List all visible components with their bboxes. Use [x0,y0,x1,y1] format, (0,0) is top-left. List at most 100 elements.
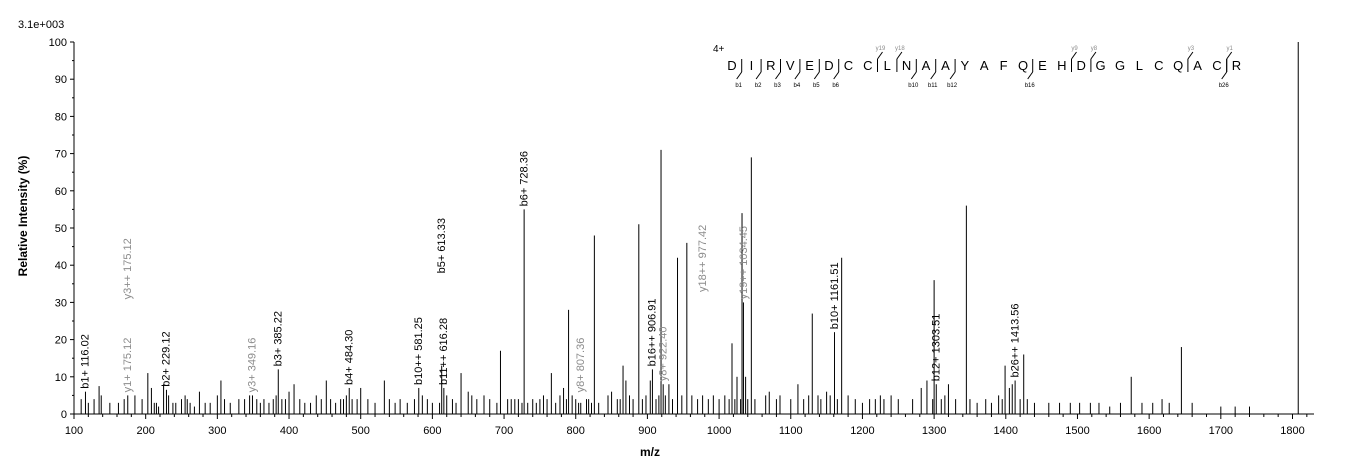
sequence-residue: V [786,58,795,73]
x-tick-label: 1200 [850,425,874,437]
y-ion-marker-tail [1071,51,1077,60]
peak-annotation: b10+ 1161.51 [829,262,841,329]
x-tick-label: 800 [567,425,585,437]
sequence-residue: D [824,58,833,73]
peak-annotation: b1+ 116.02 [80,334,92,389]
x-tick-label: 400 [280,425,298,437]
sequence-residue: E [1038,58,1047,73]
x-tick-label: 600 [423,425,441,437]
sequence-residue: C [863,58,872,73]
peak-annotation: b4+ 484.30 [344,330,356,385]
peak-annotation: y19++ 1034.45 [738,226,750,299]
sequence-residue: D [1077,58,1086,73]
y-tick-label: 20 [55,335,67,347]
sequence-residue: A [922,58,931,73]
y-tick-label: 30 [55,297,67,309]
b-ion-marker-tail [1221,71,1228,80]
y-ion-marker-tail [1090,51,1097,60]
b-ion-label: b4 [794,83,801,89]
peptide-sequence: 4+ D I R V E D C C L N A A Y A F Q E H D G G L C Q A C Rb1 b2 b3 b4 b5… [713,44,1241,89]
peak-annotation: b26++ 1413.56 [1010,303,1022,377]
sequence-residue: L [884,58,891,73]
b-ion-label: b11 [928,83,938,89]
y-tick-label: 80 [55,111,67,123]
y-tick-label: 60 [55,186,67,198]
sequence-residue: C [1154,58,1163,73]
b-ion-label: b1 [735,83,742,89]
sequence-residue: A [980,58,989,73]
peak-annotation: y3++ 175.12 [122,238,134,299]
y-tick-label: 100 [49,37,67,49]
y-axis-title: Relative Intensity (%) [16,156,30,277]
sequence-residue: A [1193,58,1202,73]
x-tick-label: 1000 [707,425,731,437]
b-ion-marker-tail [794,71,801,80]
b-ion-marker-tail [755,71,762,80]
charge-state: 4+ [713,44,725,55]
b-ion-label: b2 [755,83,762,89]
y-ion-label: y3 [1188,46,1195,52]
b-ion-label: b3 [774,83,781,89]
x-tick-label: 1300 [922,425,946,437]
y-ion-marker-tail [1187,51,1194,60]
peak-annotation: y18++ 977.42 [697,225,709,292]
peaks [80,42,1299,414]
x-tick-label: 1100 [779,425,803,437]
x-tick-label: 1600 [1137,425,1161,437]
b-ion-marker-tail [910,71,917,80]
x-tick-label: 300 [208,425,226,437]
b-ion-label: b5 [813,83,820,89]
y-tick-label: 0 [61,409,67,421]
sequence-residue: C [1212,58,1221,73]
b-ion-marker-tail [1027,71,1034,80]
sequence-residue: H [1057,58,1066,73]
sequence-residue: G [1096,58,1106,73]
peak-annotation: b16++ 906.91 [646,298,658,366]
y-ion-label: y1 [1227,46,1234,52]
peak-annotation: b2+ 229.12 [161,331,173,386]
y-tick-label: 70 [55,149,67,161]
x-tick-label: 500 [352,425,370,437]
y-tick-label: 90 [55,74,67,86]
x-tick-label: 200 [136,425,154,437]
x-tick-label: 1500 [1065,425,1089,437]
sequence-residue: G [1115,58,1125,73]
y-ion-label: y18 [895,46,905,52]
y-ion-label: y8 [1091,46,1098,52]
y-tick-label: 50 [55,223,67,235]
sequence-residue: A [941,58,950,73]
x-tick-label: 900 [638,425,656,437]
peak-annotation: b5+ 613.33 [436,218,448,273]
x-tick-label: 1400 [994,425,1018,437]
b-ion-label: b26 [1219,83,1230,89]
sequence-residue: F [1000,58,1008,73]
b-ion-marker-tail [813,71,820,80]
peak-annotation: b10++ 581.25 [413,317,425,385]
peak-annotation: b6+ 728.36 [518,151,530,206]
x-axis-title: m/z [640,445,660,459]
scale-label: 3.1e+003 [18,19,64,31]
sequence-residue: D [727,58,736,73]
b-ion-label: b16 [1025,83,1036,89]
y-ion-marker-tail [896,51,903,60]
sequence-residue: R [766,58,775,73]
x-tick-label: 700 [495,425,513,437]
b-ion-label: b10 [908,83,919,89]
axes: 0 10 20 30 40 50 60 70 80 90 100 100 200 300 400 500 600… [49,37,1314,437]
peak-annotation: y8+ 922.40 [658,326,670,381]
peak-annotation: y3+ 349.16 [247,338,259,393]
sequence-residue: Q [1173,58,1183,73]
x-tick-label: 1800 [1280,425,1304,437]
peak-annotation: b12+ 1303.51 [931,314,943,382]
b-ion-label: b12 [947,83,958,89]
sequence-residue: I [750,58,754,73]
x-tick-label: 1700 [1209,425,1233,437]
peak-annotation: b11++ 616.28 [438,318,450,385]
y-ion-marker-tail [877,51,883,60]
b-ion-marker-tail [930,71,937,80]
sequence-residue: N [902,58,911,73]
b-ion-marker-tail [775,71,781,80]
b-ion-label: b6 [832,83,839,89]
sequence-residue: C [844,58,853,73]
